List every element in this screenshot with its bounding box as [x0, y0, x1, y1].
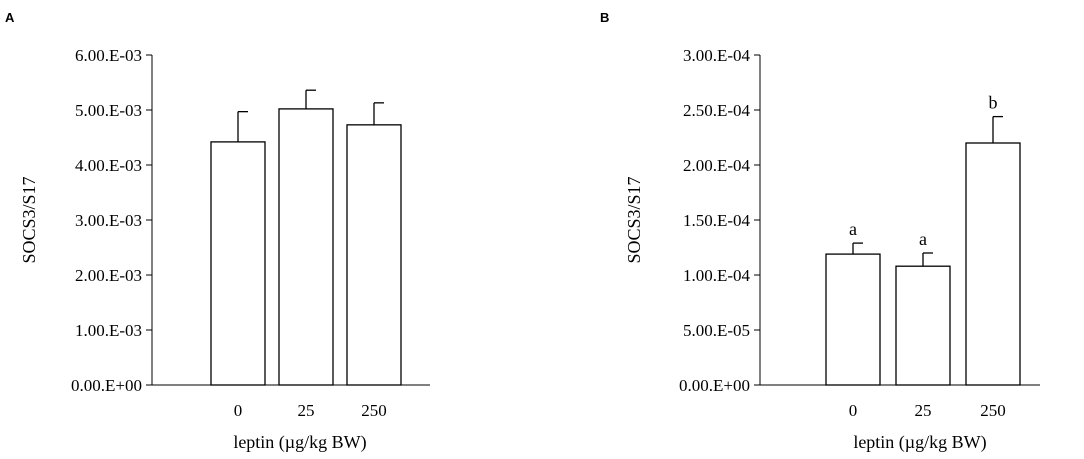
bar — [278, 108, 334, 386]
y-tick-label: 1.50.E-04 — [683, 211, 751, 230]
y-tick-label: 0.00.E+00 — [679, 376, 750, 395]
significance-letter: b — [989, 93, 998, 113]
y-tick-label: 5.00.E-03 — [75, 101, 142, 120]
bar — [895, 265, 951, 386]
y-tick-label: 3.00.E-04 — [683, 46, 751, 65]
y-tick-label: 6.00.E-03 — [75, 46, 142, 65]
x-tick-label: 25 — [298, 401, 315, 420]
x-axis-title: leptin (µg/kg BW) — [233, 432, 366, 453]
x-tick-label: 0 — [849, 401, 858, 420]
x-axis-title: leptin (µg/kg BW) — [853, 432, 986, 453]
y-axis-title: SOCS3/S17 — [624, 176, 644, 263]
panel-letter: A — [5, 10, 15, 25]
y-tick-label: 4.00.E-03 — [75, 156, 142, 175]
x-tick-label: 250 — [361, 401, 387, 420]
bar — [825, 253, 881, 386]
y-axis-title: SOCS3/S17 — [19, 176, 39, 263]
y-tick-label: 1.00.E-03 — [75, 321, 142, 340]
x-tick-label: 25 — [915, 401, 932, 420]
y-tick-label: 2.00.E-04 — [683, 156, 751, 175]
x-tick-label: 0 — [234, 401, 243, 420]
bar — [965, 142, 1021, 386]
y-tick-label: 3.00.E-03 — [75, 211, 142, 230]
y-tick-label: 0.00.E+00 — [71, 376, 142, 395]
panel-letter: B — [600, 10, 609, 25]
y-tick-label: 2.50.E-04 — [683, 101, 751, 120]
significance-letter: a — [849, 219, 857, 239]
bar — [346, 124, 402, 386]
significance-letter: a — [919, 229, 927, 249]
x-tick-label: 250 — [980, 401, 1006, 420]
y-tick-label: 5.00.E-05 — [683, 321, 750, 340]
y-tick-label: 2.00.E-03 — [75, 266, 142, 285]
bar — [210, 141, 266, 386]
y-tick-label: 1.00.E-04 — [683, 266, 751, 285]
